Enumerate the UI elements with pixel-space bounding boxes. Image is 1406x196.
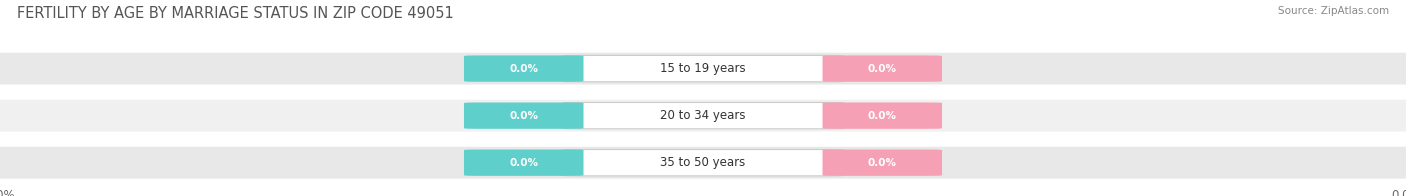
FancyBboxPatch shape — [0, 145, 1406, 180]
Text: 0.0%: 0.0% — [868, 158, 897, 168]
FancyBboxPatch shape — [823, 55, 942, 82]
FancyBboxPatch shape — [562, 103, 844, 129]
FancyBboxPatch shape — [562, 150, 844, 176]
Text: FERTILITY BY AGE BY MARRIAGE STATUS IN ZIP CODE 49051: FERTILITY BY AGE BY MARRIAGE STATUS IN Z… — [17, 6, 454, 21]
Text: 35 to 50 years: 35 to 50 years — [661, 156, 745, 169]
FancyBboxPatch shape — [464, 55, 583, 82]
FancyBboxPatch shape — [823, 150, 942, 176]
Text: 15 to 19 years: 15 to 19 years — [661, 62, 745, 75]
Text: 0.0%: 0.0% — [868, 64, 897, 74]
FancyBboxPatch shape — [464, 103, 583, 129]
Text: Source: ZipAtlas.com: Source: ZipAtlas.com — [1278, 6, 1389, 16]
FancyBboxPatch shape — [823, 103, 942, 129]
Text: 20 to 34 years: 20 to 34 years — [661, 109, 745, 122]
FancyBboxPatch shape — [0, 98, 1406, 133]
FancyBboxPatch shape — [0, 51, 1406, 86]
Text: 0.0%: 0.0% — [509, 158, 538, 168]
Text: 0.0%: 0.0% — [868, 111, 897, 121]
FancyBboxPatch shape — [464, 150, 583, 176]
Text: 0.0%: 0.0% — [509, 111, 538, 121]
Text: 0.0%: 0.0% — [509, 64, 538, 74]
FancyBboxPatch shape — [562, 55, 844, 82]
